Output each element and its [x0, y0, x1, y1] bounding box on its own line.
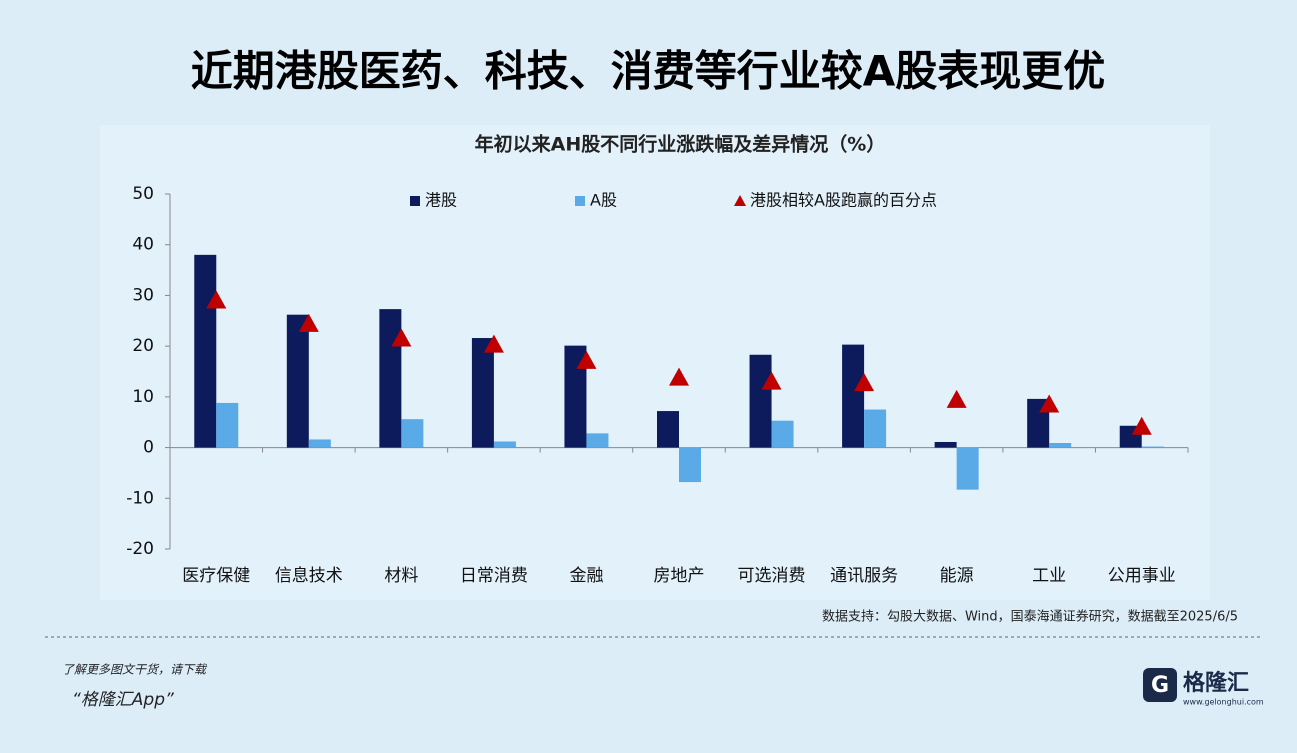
triangle-marker — [946, 389, 967, 408]
bar — [749, 354, 772, 448]
y-tick-label: -10 — [126, 488, 154, 508]
x-tick-label: 信息技术 — [275, 566, 343, 586]
triangle-marker — [761, 371, 782, 390]
bar — [379, 309, 402, 448]
triangle-marker — [206, 290, 227, 309]
legend-swatch — [734, 195, 746, 206]
bar — [564, 345, 587, 448]
x-tick-label: 房地产 — [654, 566, 705, 586]
logo-url: www.gelonghui.com — [1183, 698, 1264, 707]
bar — [771, 420, 794, 448]
bar — [934, 441, 957, 448]
triangle-marker — [298, 313, 319, 332]
legend-swatch — [575, 196, 585, 206]
x-tick-label: 金融 — [569, 566, 603, 586]
logo-text: 格隆汇 — [1183, 670, 1249, 696]
bar — [864, 409, 887, 448]
y-tick-label: 40 — [132, 235, 154, 255]
page-title: 近期港股医药、科技、消费等行业较A股表现更优 — [191, 47, 1106, 96]
logo-icon — [1143, 668, 1177, 702]
bar — [657, 411, 679, 448]
legend-swatch — [410, 196, 420, 206]
bar — [956, 447, 979, 490]
triangle-marker — [854, 373, 875, 392]
x-tick-label: 材料 — [384, 566, 418, 586]
y-tick-label: 50 — [132, 184, 154, 204]
bar — [842, 344, 865, 448]
y-tick-label: 30 — [132, 285, 154, 305]
triangle-marker — [669, 367, 689, 386]
bar — [1049, 443, 1072, 448]
bar — [216, 402, 239, 448]
bar — [471, 338, 494, 448]
footer-app: “格隆汇App” — [72, 690, 174, 710]
footer-note: 了解更多图文干货，请下载 — [62, 663, 208, 677]
legend-label: 港股 — [425, 191, 457, 210]
chart-panel — [100, 125, 1210, 600]
x-tick-label: 医疗保健 — [182, 566, 250, 586]
bar — [401, 419, 424, 448]
y-tick-label: 0 — [143, 438, 154, 458]
legend-label: A股 — [590, 191, 617, 210]
triangle-marker — [1039, 394, 1060, 413]
legend-label: 港股相较A股跑赢的百分点 — [750, 191, 937, 210]
y-tick-label: 20 — [132, 336, 154, 356]
bar — [493, 441, 516, 448]
x-tick-label: 能源 — [940, 566, 974, 586]
source: 数据支持：勾股大数据、Wind，国泰海通证券研究，数据截至2025/6/5 — [822, 609, 1238, 625]
x-tick-label: 可选消费 — [738, 566, 806, 586]
bar — [308, 439, 331, 448]
x-tick-label: 通讯服务 — [830, 566, 898, 586]
y-tick-label: -20 — [126, 539, 154, 559]
triangle-marker — [483, 334, 504, 353]
y-tick-label: 10 — [132, 387, 154, 407]
bar — [586, 433, 609, 448]
bar — [194, 254, 217, 448]
bar — [286, 314, 309, 448]
triangle-marker — [391, 328, 412, 347]
bar — [1141, 446, 1164, 448]
triangle-marker — [1131, 416, 1152, 435]
bar — [679, 447, 701, 483]
x-tick-label: 工业 — [1032, 566, 1066, 586]
x-tick-label: 日常消费 — [460, 566, 528, 586]
chart-title: 年初以来AH股不同行业涨跌幅及差异情况（%） — [475, 133, 886, 156]
triangle-marker — [576, 350, 597, 369]
x-tick-label: 公用事业 — [1108, 566, 1176, 586]
logo-mark: G — [1151, 673, 1169, 698]
